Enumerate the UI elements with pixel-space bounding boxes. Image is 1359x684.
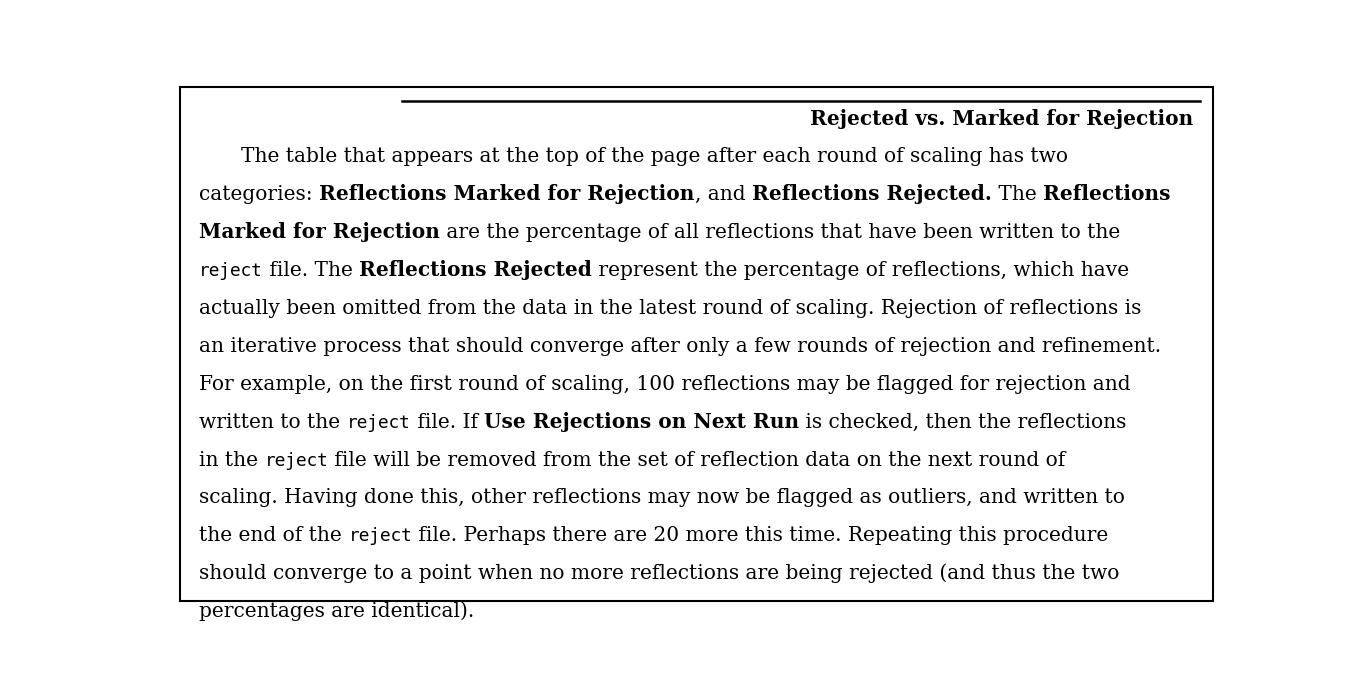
Text: For example, on the first round of scaling, 100 reflections may be flagged for r: For example, on the first round of scali… — [200, 375, 1131, 394]
Text: categories:: categories: — [200, 185, 319, 204]
Text: , and: , and — [694, 185, 752, 204]
Text: Marked for Rejection: Marked for Rejection — [200, 222, 440, 242]
Text: reject: reject — [347, 414, 410, 432]
Text: file. Perhaps there are 20 more this time. Repeating this procedure: file. Perhaps there are 20 more this tim… — [412, 527, 1109, 545]
Text: Reflections Rejected: Reflections Rejected — [359, 260, 593, 280]
Text: reject: reject — [348, 527, 412, 545]
Text: the end of the: the end of the — [200, 527, 348, 545]
Text: scaling. Having done this, other reflections may now be flagged as outliers, and: scaling. Having done this, other reflect… — [200, 488, 1125, 508]
Text: The table that appears at the top of the page after each round of scaling has tw: The table that appears at the top of the… — [242, 147, 1068, 166]
Text: represent the percentage of reflections, which have: represent the percentage of reflections,… — [593, 261, 1129, 280]
FancyBboxPatch shape — [181, 88, 1212, 601]
Text: Reflections Marked for Rejection: Reflections Marked for Rejection — [319, 184, 694, 204]
Text: Rejected vs. Marked for Rejection: Rejected vs. Marked for Rejection — [810, 109, 1193, 129]
Text: in the: in the — [200, 451, 265, 469]
Text: written to the: written to the — [200, 412, 347, 432]
Text: is checked, then the reflections: is checked, then the reflections — [799, 412, 1127, 432]
Text: Reflections: Reflections — [1042, 184, 1170, 204]
Text: percentages are identical).: percentages are identical). — [200, 601, 474, 621]
Text: Reflections Rejected.: Reflections Rejected. — [752, 184, 992, 204]
Text: file will be removed from the set of reflection data on the next round of: file will be removed from the set of ref… — [329, 451, 1065, 469]
Text: file. The: file. The — [264, 261, 359, 280]
Text: Use Rejections on Next Run: Use Rejections on Next Run — [484, 412, 799, 432]
Text: The: The — [992, 185, 1042, 204]
Text: actually been omitted from the data in the latest round of scaling. Rejection of: actually been omitted from the data in t… — [200, 299, 1142, 318]
Text: should converge to a point when no more reflections are being rejected (and thus: should converge to a point when no more … — [200, 564, 1120, 583]
Text: file. If: file. If — [410, 412, 484, 432]
Text: an iterative process that should converge after only a few rounds of rejection a: an iterative process that should converg… — [200, 337, 1162, 356]
Text: reject: reject — [200, 262, 264, 280]
Text: reject: reject — [265, 451, 329, 469]
Text: are the percentage of all reflections that have been written to the: are the percentage of all reflections th… — [440, 223, 1120, 242]
